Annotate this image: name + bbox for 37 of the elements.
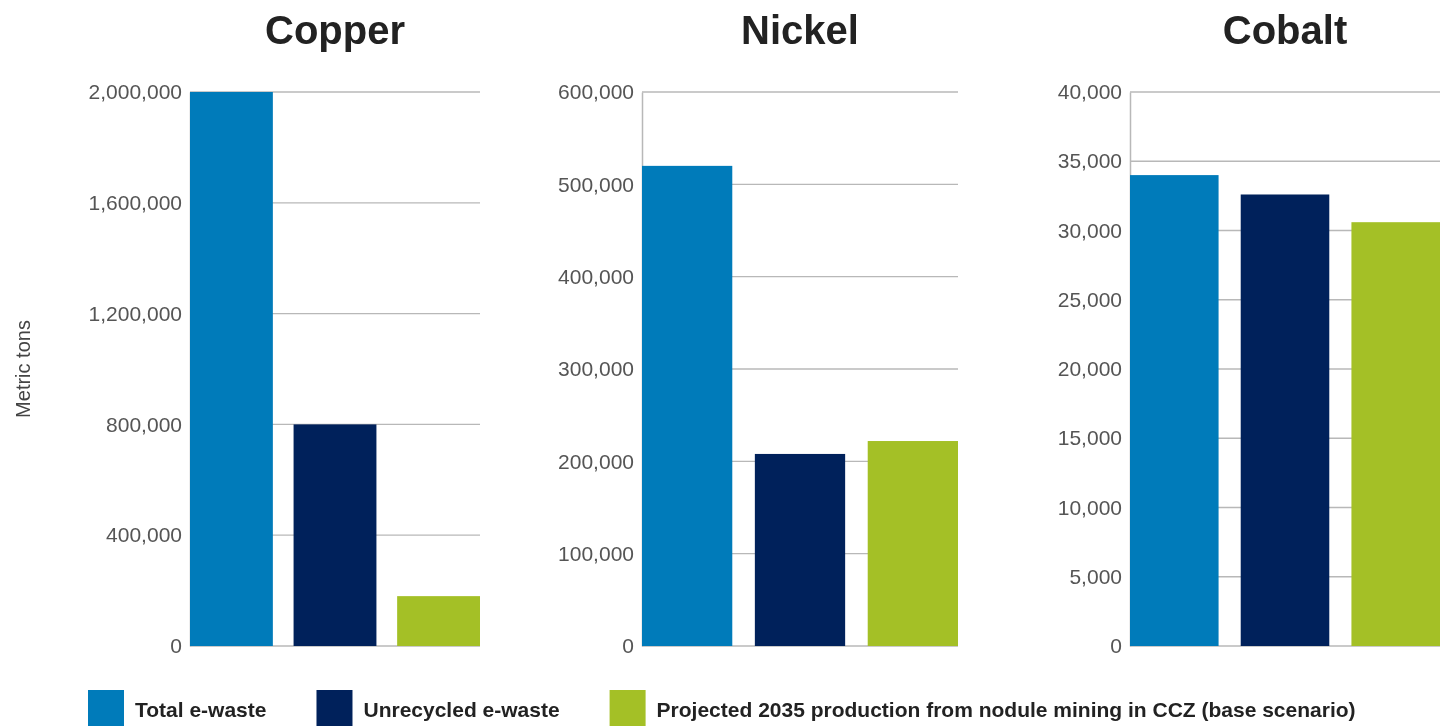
y-tick-label: 10,000 — [1057, 495, 1122, 519]
y-tick-label: 2,000,000 — [88, 80, 182, 104]
y-tick-label: 800,000 — [106, 412, 182, 436]
chart-title: Nickel — [741, 8, 859, 52]
y-tick-label: 600,000 — [558, 80, 634, 104]
y-tick-label: 40,000 — [1057, 80, 1122, 104]
y-tick-label: 0 — [170, 634, 182, 658]
y-tick-label: 400,000 — [106, 523, 182, 547]
y-tick-label: 35,000 — [1057, 149, 1122, 173]
y-tick-label: 200,000 — [558, 449, 634, 473]
y-tick-label: 100,000 — [558, 541, 634, 565]
y-axis-title: Metric tons — [12, 320, 34, 418]
y-tick-label: 1,600,000 — [88, 191, 182, 215]
chart-title: Copper — [265, 8, 405, 52]
bar — [754, 453, 846, 646]
chart-title: Cobalt — [1222, 8, 1348, 52]
bar — [1240, 194, 1330, 646]
y-tick-label: 300,000 — [558, 357, 634, 381]
y-tick-label: 400,000 — [558, 264, 634, 288]
bar — [867, 441, 958, 646]
legend-label: Projected 2035 production from nodule mining in CCZ (base scenario) — [656, 698, 1356, 721]
bar — [293, 424, 377, 646]
legend-label: Unrecycled e-waste — [363, 698, 560, 721]
y-tick-label: 5,000 — [1069, 564, 1122, 588]
bar — [642, 165, 733, 646]
y-tick-label: 0 — [1110, 634, 1122, 658]
y-tick-label: 1,200,000 — [88, 301, 182, 325]
y-tick-label: 25,000 — [1057, 287, 1122, 311]
y-tick-label: 20,000 — [1057, 357, 1122, 381]
y-tick-label: 30,000 — [1057, 218, 1122, 242]
bar — [1130, 175, 1219, 646]
y-tick-label: 15,000 — [1057, 426, 1122, 450]
legend-label: Total e-waste — [135, 698, 267, 721]
bar — [1351, 222, 1440, 646]
y-tick-label: 0 — [622, 634, 634, 658]
y-tick-label: 500,000 — [558, 172, 634, 196]
bar — [397, 596, 480, 646]
